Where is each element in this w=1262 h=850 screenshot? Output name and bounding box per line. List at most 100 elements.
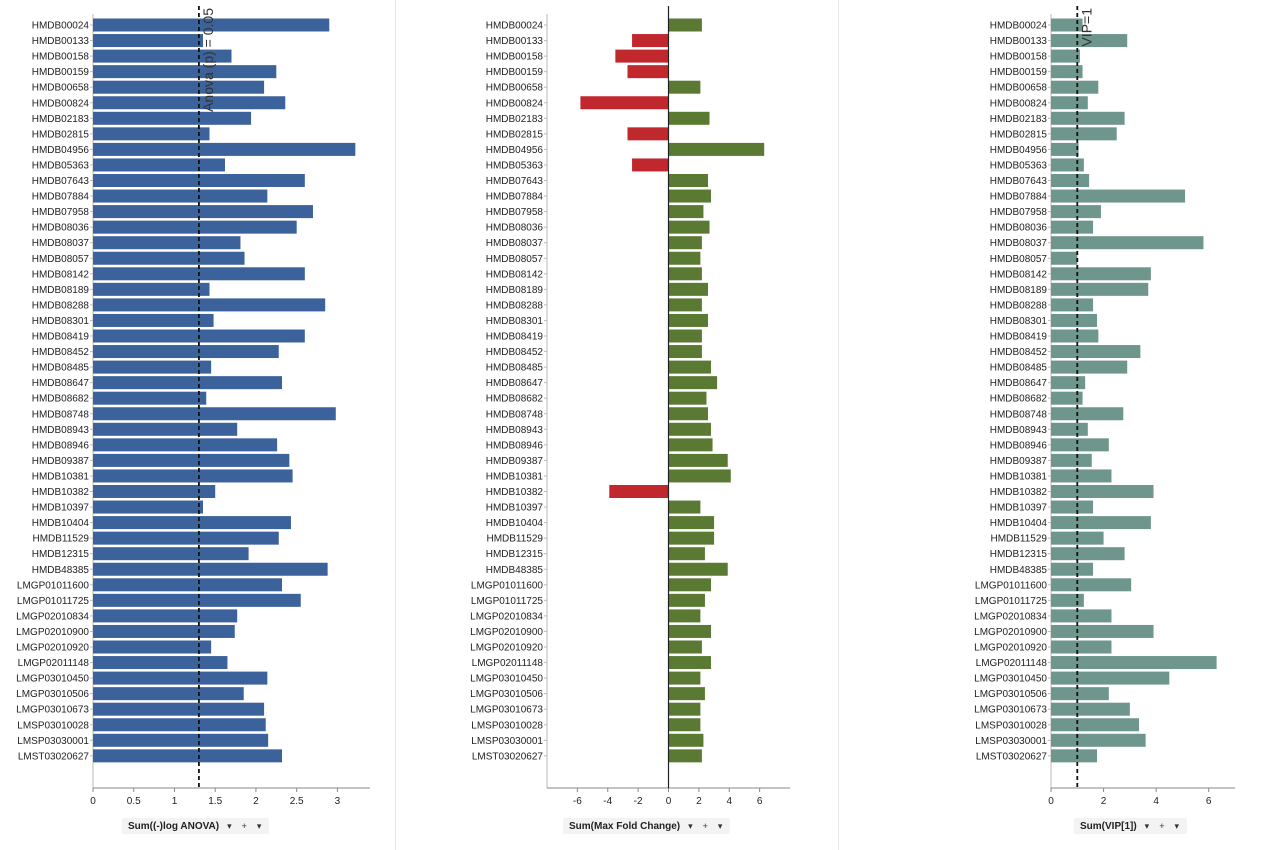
bar[interactable] [1051,733,1146,747]
bar[interactable] [93,671,268,685]
bar[interactable] [668,516,715,530]
bar[interactable] [632,34,669,48]
bar[interactable] [615,49,669,63]
bar[interactable] [93,562,328,576]
bar[interactable] [93,189,268,203]
bar[interactable] [93,609,238,623]
bar[interactable] [93,531,279,545]
bar[interactable] [1051,158,1084,172]
bar[interactable] [1051,500,1094,514]
bar[interactable] [1051,205,1101,219]
bar[interactable] [668,562,728,576]
bar[interactable] [1051,453,1092,467]
chevron-down-icon[interactable]: ▾ [688,820,693,831]
bar[interactable] [668,220,710,234]
bar[interactable] [668,531,715,545]
bar[interactable] [668,749,702,763]
bar[interactable] [668,329,702,343]
bar[interactable] [668,174,708,187]
bar[interactable] [668,189,712,203]
bar[interactable] [1051,422,1088,436]
bar[interactable] [93,18,330,32]
bar[interactable] [93,578,283,592]
bar[interactable] [668,547,705,561]
bar[interactable] [1051,111,1125,125]
bar[interactable] [93,438,278,452]
bar[interactable] [1051,702,1130,716]
bar[interactable] [1051,174,1090,187]
bar[interactable] [668,702,701,716]
bar[interactable] [93,749,283,763]
bar[interactable] [93,220,297,234]
bar[interactable] [1051,469,1112,483]
bar[interactable] [93,593,301,607]
bar[interactable] [93,360,212,374]
bar[interactable] [93,500,203,514]
bar[interactable] [668,298,702,312]
plus-icon[interactable]: + [702,821,708,831]
bar[interactable] [1051,671,1170,685]
bar[interactable] [93,407,336,421]
bar[interactable] [93,376,283,390]
bar[interactable] [668,205,704,219]
bar[interactable] [1051,360,1128,374]
bar[interactable] [93,80,265,94]
bar[interactable] [668,422,712,436]
bar[interactable] [93,656,228,670]
bar[interactable] [1051,718,1140,732]
bar[interactable] [1051,391,1083,405]
bar[interactable] [668,578,712,592]
bar[interactable] [1051,578,1132,592]
bar[interactable] [1051,376,1086,390]
vip-axis-title[interactable]: Sum(VIP[1]) [1080,820,1137,832]
bar[interactable] [93,298,326,312]
bar[interactable] [1051,562,1094,576]
bar[interactable] [668,438,713,452]
bar[interactable] [668,656,712,670]
bar[interactable] [93,345,279,359]
bar[interactable] [1051,749,1097,763]
bar[interactable] [93,111,252,125]
bar[interactable] [1051,438,1109,452]
bar[interactable] [668,111,710,125]
bar[interactable] [1051,298,1094,312]
bar[interactable] [668,407,708,421]
chevron-down-icon[interactable]: ▾ [227,820,232,831]
bar[interactable] [93,96,286,110]
bar[interactable] [1051,282,1149,296]
bar[interactable] [1051,18,1083,32]
bar[interactable] [668,376,718,390]
bar[interactable] [668,360,712,374]
bar[interactable] [93,718,266,732]
bar[interactable] [93,624,235,638]
bar[interactable] [1051,329,1099,343]
bar[interactable] [1051,593,1084,607]
bar[interactable] [1051,65,1083,79]
bar[interactable] [668,718,701,732]
bar[interactable] [668,80,701,94]
bar[interactable] [1051,640,1112,654]
bar[interactable] [1051,313,1097,327]
fold-change-axis-title[interactable]: Sum(Max Fold Change) [569,820,681,832]
bar[interactable] [609,485,669,498]
chevron-down-icon[interactable]: ▾ [1174,820,1179,831]
bar[interactable] [93,205,313,219]
bar[interactable] [1051,516,1151,530]
bar[interactable] [1051,189,1186,203]
bar[interactable] [1051,127,1117,141]
bar[interactable] [627,65,669,79]
bar[interactable] [1051,34,1128,48]
bar[interactable] [93,516,291,530]
bar[interactable] [93,453,290,467]
bar[interactable] [668,687,705,701]
bar[interactable] [93,547,249,561]
bar[interactable] [93,640,212,654]
anova-axis-title[interactable]: Sum((-)log ANOVA) [128,820,220,832]
bar[interactable] [668,18,702,32]
bar[interactable] [93,282,210,296]
bar[interactable] [668,142,765,156]
bar[interactable] [668,267,702,281]
bar[interactable] [668,671,701,685]
bar[interactable] [668,251,701,265]
bar[interactable] [1051,267,1151,281]
